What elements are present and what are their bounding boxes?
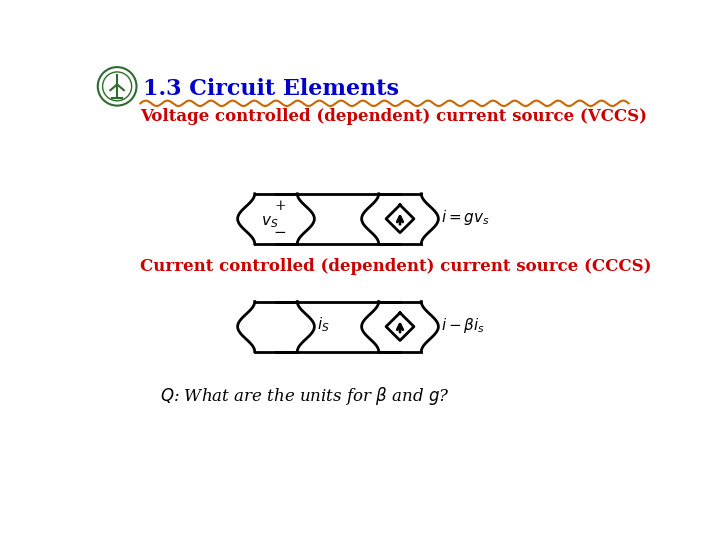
Text: $i_S$: $i_S$ [317,316,329,334]
Text: $i = gv_s$: $i = gv_s$ [441,208,490,227]
Text: 1.3 Circuit Elements: 1.3 Circuit Elements [143,78,399,100]
Text: $v_S$: $v_S$ [261,215,279,231]
Text: −: − [274,226,287,240]
Text: Voltage controlled (dependent) current source (VCCS): Voltage controlled (dependent) current s… [140,108,647,125]
Text: +: + [274,199,286,213]
Text: Current controlled (dependent) current source (CCCS): Current controlled (dependent) current s… [140,258,652,275]
Text: $i - \beta i_s$: $i - \beta i_s$ [441,315,486,335]
Text: $Q$: What are the units for $\beta$ and $g$?: $Q$: What are the units for $\beta$ and … [160,385,449,407]
